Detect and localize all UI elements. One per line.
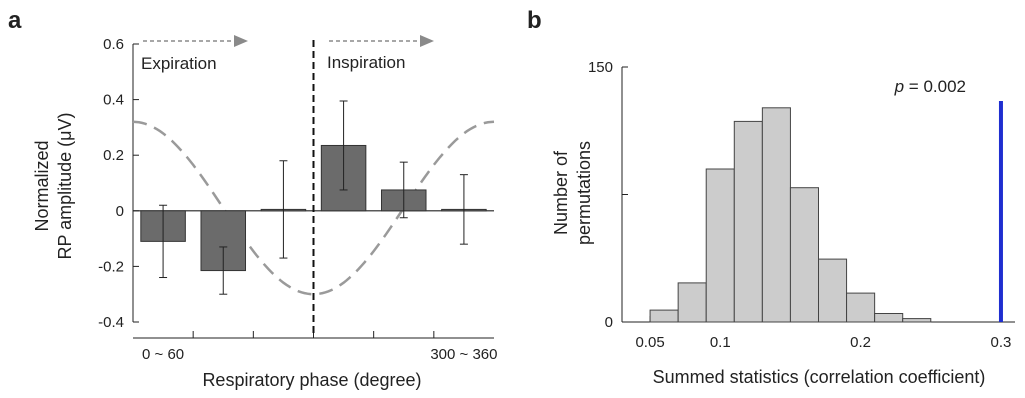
panel-b-chart: b Number of permutations Summed statisti… [527, 7, 1015, 387]
panel-b-y-axis-label: Number of permutations [551, 141, 594, 245]
histogram-bar [846, 292, 876, 323]
panel-a-x-tick-label: 0 ~ 60 [142, 346, 184, 363]
histogram-bar [874, 313, 904, 323]
panel-a-ylabel-line-1: Normalized [32, 140, 52, 231]
panel-a-x-axis-label: Respiratory phase (degree) [202, 370, 421, 390]
panel-b-ylabel-line-2: permutations [574, 141, 594, 245]
panel-b-ylabel-line-1: Number of [551, 150, 571, 235]
panel-b-x-tick-label: 0.1 [710, 334, 731, 351]
histogram-bar [649, 309, 679, 323]
expiration-label: Expiration [141, 54, 217, 73]
panel-b-letter: b [527, 7, 542, 34]
panel-a-y-tick-label: -0.4 [98, 314, 124, 331]
panel-a-y-tick-label: -0.2 [98, 258, 124, 275]
panel-b-x-axis-label: Summed statistics (correlation coefficie… [653, 367, 986, 387]
panel-b-x-tick-label: 0.3 [991, 334, 1012, 351]
p-value-symbol: p [894, 77, 904, 96]
panel-a-y-tick-label: 0.4 [103, 92, 124, 109]
p-value-text: = 0.002 [904, 77, 966, 96]
histogram-bar [677, 282, 707, 323]
histogram-bar [761, 107, 791, 323]
panel-b-y-tick-label: 150 [588, 59, 613, 76]
histogram-bar [705, 168, 735, 323]
p-value-annotation: p = 0.002 [894, 77, 966, 96]
panel-b-x-tick-label: 0.05 [635, 334, 664, 351]
panel-a-chart: a Normalized RP amplitude (μV) Respirato… [8, 7, 497, 390]
panel-a-y-tick-label: 0 [116, 203, 124, 220]
panel-a-y-tick-label: 0.2 [103, 147, 124, 164]
panel-a-ylabel-line-2: RP amplitude (μV) [55, 112, 75, 259]
panel-a-y-tick-label: 0.6 [103, 36, 124, 53]
panel-b-y-tick-label: 0 [605, 314, 613, 331]
histogram-bar [789, 187, 820, 323]
panel-a-letter: a [8, 7, 22, 34]
inspiration-label: Inspiration [327, 53, 405, 72]
histogram-bar [902, 318, 932, 323]
panel-b-x-tick-label: 0.2 [850, 334, 871, 351]
histogram-bar [818, 258, 848, 323]
panel-a-y-axis-label: Normalized RP amplitude (μV) [32, 112, 75, 259]
respiration-curve [132, 120, 495, 296]
histogram-bar [733, 120, 763, 323]
panel-a-x-tick-label: 300 ~ 360 [430, 346, 497, 363]
